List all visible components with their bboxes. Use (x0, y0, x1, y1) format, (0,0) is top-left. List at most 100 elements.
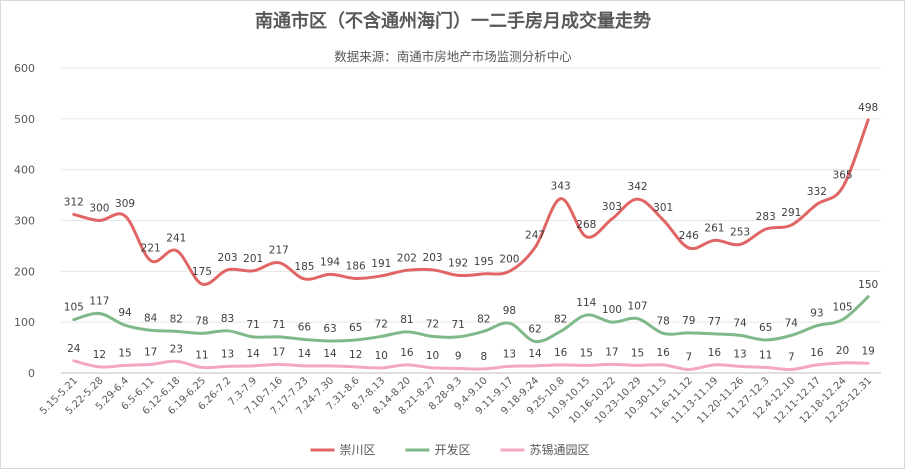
data-label: 11 (759, 349, 772, 361)
data-label: 303 (602, 201, 622, 213)
data-label: 301 (653, 202, 673, 214)
data-label: 203 (423, 252, 443, 264)
data-label: 10 (375, 350, 388, 362)
data-label: 14 (298, 348, 312, 360)
data-label: 17 (144, 346, 157, 358)
data-label: 186 (346, 260, 366, 272)
data-label: 114 (576, 297, 596, 309)
legend-label: 苏锡通园区 (530, 442, 590, 457)
y-tick-label: 0 (28, 367, 35, 380)
data-label: 12 (93, 349, 106, 361)
data-label: 11 (195, 349, 208, 361)
data-label: 82 (554, 313, 567, 325)
legend-label: 开发区 (435, 442, 471, 457)
data-label: 185 (294, 261, 314, 273)
data-label: 342 (628, 181, 648, 193)
data-label: 202 (397, 252, 417, 264)
data-label: 150 (858, 279, 878, 291)
chart-subtitle: 数据来源：南通市房地产市场监测分析中心 (334, 49, 572, 64)
data-label: 343 (551, 181, 571, 193)
data-label: 117 (89, 296, 109, 308)
data-label: 66 (298, 321, 312, 333)
data-label: 105 (833, 302, 853, 314)
data-label: 191 (371, 258, 391, 270)
data-label: 78 (195, 315, 208, 327)
data-label: 16 (708, 347, 722, 359)
data-label: 217 (269, 245, 289, 257)
data-label: 17 (605, 346, 618, 358)
data-label: 82 (477, 313, 490, 325)
data-label: 175 (192, 266, 212, 278)
data-label: 16 (810, 347, 824, 359)
y-tick-label: 100 (14, 316, 35, 329)
data-label: 16 (400, 347, 414, 359)
data-label: 13 (733, 348, 746, 360)
data-label: 12 (349, 349, 362, 361)
y-tick-label: 600 (14, 62, 35, 75)
chart-title: 南通市区（不含通州海门）一二手房月成交量走势 (255, 10, 651, 32)
data-label: 81 (400, 314, 413, 326)
data-label: 246 (679, 230, 699, 242)
data-label: 10 (426, 350, 439, 362)
data-label: 312 (64, 196, 84, 208)
grid-lines (61, 67, 881, 374)
data-label: 14 (247, 348, 261, 360)
data-label: 71 (272, 319, 285, 331)
data-label: 15 (580, 347, 593, 359)
x-axis: 5.15-5.215.22-5.285.29-6.46.5-6.116.12-6… (38, 375, 874, 426)
data-label: 241 (166, 232, 186, 244)
data-label: 201 (243, 253, 263, 265)
data-label: 195 (474, 256, 494, 268)
data-label: 365 (833, 169, 853, 181)
data-label: 261 (704, 222, 724, 234)
y-tick-label: 400 (14, 164, 35, 177)
y-tick-label: 500 (14, 113, 35, 126)
data-label: 65 (759, 322, 772, 334)
data-label: 65 (349, 322, 362, 334)
data-label: 332 (807, 186, 827, 198)
data-label: 17 (272, 346, 285, 358)
data-label: 62 (528, 323, 541, 335)
data-label: 15 (631, 347, 644, 359)
data-label: 309 (115, 198, 135, 210)
data-label: 82 (170, 313, 183, 325)
series-lines (72, 118, 870, 371)
data-label: 7 (685, 351, 692, 363)
data-label: 93 (810, 308, 823, 320)
data-label: 105 (64, 302, 84, 314)
data-label: 221 (141, 243, 161, 255)
data-label: 19 (862, 345, 875, 357)
data-label: 13 (221, 348, 234, 360)
data-label: 78 (657, 315, 670, 327)
data-label: 71 (247, 319, 260, 331)
data-label: 100 (602, 304, 622, 316)
data-label: 94 (118, 307, 132, 319)
series-suxitong-line (72, 359, 870, 371)
legend: 崇川区 开发区 苏锡通园区 (310, 442, 590, 457)
data-label: 498 (858, 102, 878, 114)
data-label: 300 (89, 203, 109, 215)
series-kaifa-line (72, 295, 870, 344)
data-label: 74 (785, 317, 799, 329)
series-chongchuan-line (72, 118, 870, 286)
data-label: 24 (67, 343, 81, 355)
data-label: 14 (323, 348, 337, 360)
data-label: 71 (452, 319, 465, 331)
y-axis: 0 100 200 300 400 500 600 (14, 62, 35, 380)
data-label: 7 (788, 351, 795, 363)
data-label: 192 (448, 257, 468, 269)
data-label: 247 (525, 229, 545, 241)
data-label: 83 (221, 313, 234, 325)
data-label: 20 (836, 345, 849, 357)
data-label: 203 (218, 252, 238, 264)
data-label: 84 (144, 312, 158, 324)
data-label: 253 (730, 226, 750, 238)
data-label: 79 (682, 315, 695, 327)
data-label: 72 (426, 318, 439, 330)
y-tick-label: 200 (14, 265, 35, 278)
data-label: 16 (657, 347, 671, 359)
x-tick-label: 12.25-12.31 (823, 375, 874, 426)
